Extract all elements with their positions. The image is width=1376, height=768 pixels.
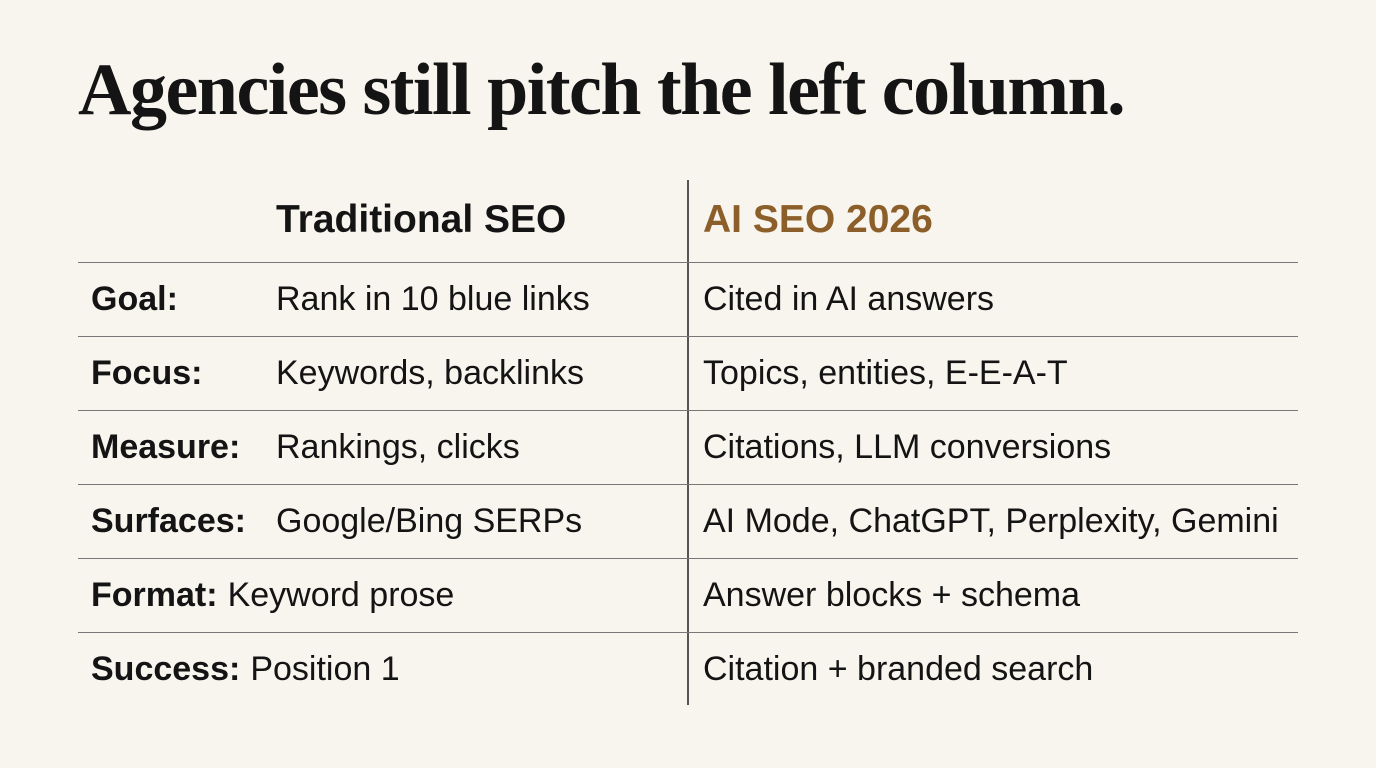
left-cell: Surfaces: Google/Bing SERPs [91, 484, 582, 558]
row-label: Surfaces: [91, 502, 246, 540]
row-label: Format: [91, 576, 218, 614]
table-row: Measure: Rankings, clicks Citations, LLM c… [0, 410, 1376, 484]
ai-value: Answer blocks + schema [703, 576, 1080, 614]
column-divider [687, 180, 689, 705]
traditional-value: Rankings, clicks [276, 428, 520, 466]
table-row: Goal: Rank in 10 blue links Cited in AI an… [0, 262, 1376, 336]
row-label: Goal: [91, 280, 178, 318]
row-divider [78, 336, 1298, 338]
row-divider [78, 410, 1298, 412]
left-cell: Goal: Rank in 10 blue links [91, 262, 590, 336]
traditional-value: Keywords, backlinks [276, 354, 585, 392]
row-label: Success: [91, 650, 241, 688]
row-divider [78, 262, 1298, 264]
traditional-value: Google/Bing SERPs [276, 502, 583, 540]
table-row: Surfaces: Google/Bing SERPs AI Mode, ChatG… [0, 484, 1376, 558]
ai-value: AI Mode, ChatGPT, Perplexity, Gemini [703, 502, 1279, 540]
table-row: Success: Position 1 Citation + branded sea… [0, 632, 1376, 706]
left-cell: Focus: Keywords, backlinks [91, 336, 584, 410]
traditional-value: Position 1 [250, 650, 400, 688]
left-cell: Measure: Rankings, clicks [91, 410, 520, 484]
row-divider [78, 558, 1298, 560]
left-cell: Format: Keyword prose [91, 558, 454, 632]
table-row: Focus: Keywords, backlinks Topics, entitie… [0, 336, 1376, 410]
row-divider [78, 484, 1298, 486]
ai-value: Cited in AI answers [703, 280, 995, 318]
row-divider [78, 632, 1298, 634]
row-label: Measure: [91, 428, 241, 466]
column-header: AI SEO 2026 [703, 198, 933, 241]
table-row: Format: Keyword prose Answer blocks + sche… [0, 558, 1376, 632]
traditional-value: Rank in 10 blue links [276, 280, 590, 318]
ai-value: Topics, entities, E-E-A-T [703, 354, 1068, 392]
traditional-value: Keyword prose [227, 576, 455, 614]
ai-value: Citations, LLM conversions [703, 428, 1112, 466]
column-header: Traditional SEO [276, 198, 567, 241]
row-label: Focus: [91, 354, 203, 392]
title: Agencies still pitch the left column. [78, 49, 1126, 131]
left-cell: Success: Position 1 [91, 632, 400, 706]
ai-value: Citation + branded search [703, 650, 1094, 688]
